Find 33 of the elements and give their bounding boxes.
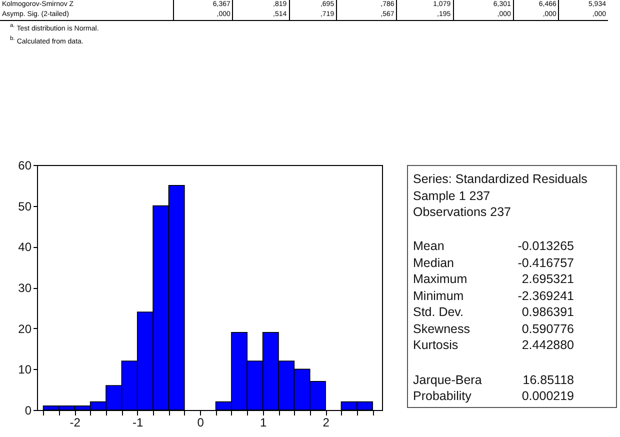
- text: Skewness: [413, 322, 470, 336]
- x-tick-label: -1: [132, 416, 144, 430]
- text: Probability: [413, 389, 472, 403]
- x-tick-label: 1: [260, 416, 267, 430]
- text: Jarque-Bera: [413, 372, 482, 386]
- x-tick-label: -2: [70, 416, 81, 430]
- text: Median: [413, 256, 454, 270]
- text: Mean: [413, 239, 444, 253]
- text: 16.85118: [522, 372, 574, 386]
- text: Minimum: [413, 288, 464, 302]
- text: Maximum: [413, 272, 468, 286]
- text: 2.442880: [522, 338, 574, 352]
- text: 0.590776: [522, 322, 574, 336]
- text: 0.000219: [522, 389, 574, 403]
- x-tick-label: 0: [197, 416, 204, 430]
- x-tick-label: 2: [322, 416, 330, 430]
- text: Series: Standardized Residuals: [413, 172, 588, 186]
- text: -0.416757: [518, 256, 574, 270]
- text: -0.013265: [518, 239, 574, 253]
- text: 0.986391: [522, 305, 574, 319]
- y-tick-label: 10: [18, 362, 32, 377]
- text: Std. Dev.: [413, 305, 464, 319]
- y-tick-label: 40: [18, 240, 32, 254]
- y-tick-label: 50: [18, 199, 32, 214]
- text: Observations 237: [413, 205, 511, 219]
- text: Sample 1 237: [413, 188, 490, 202]
- y-tick-label: 0: [24, 404, 32, 418]
- y-tick-label: 30: [18, 281, 32, 295]
- text: 2.695321: [522, 272, 574, 286]
- text: Kurtosis: [413, 338, 458, 352]
- text: -2.369241: [518, 288, 574, 302]
- y-tick-label: 20: [18, 322, 32, 336]
- y-tick-label: 60: [18, 158, 32, 172]
